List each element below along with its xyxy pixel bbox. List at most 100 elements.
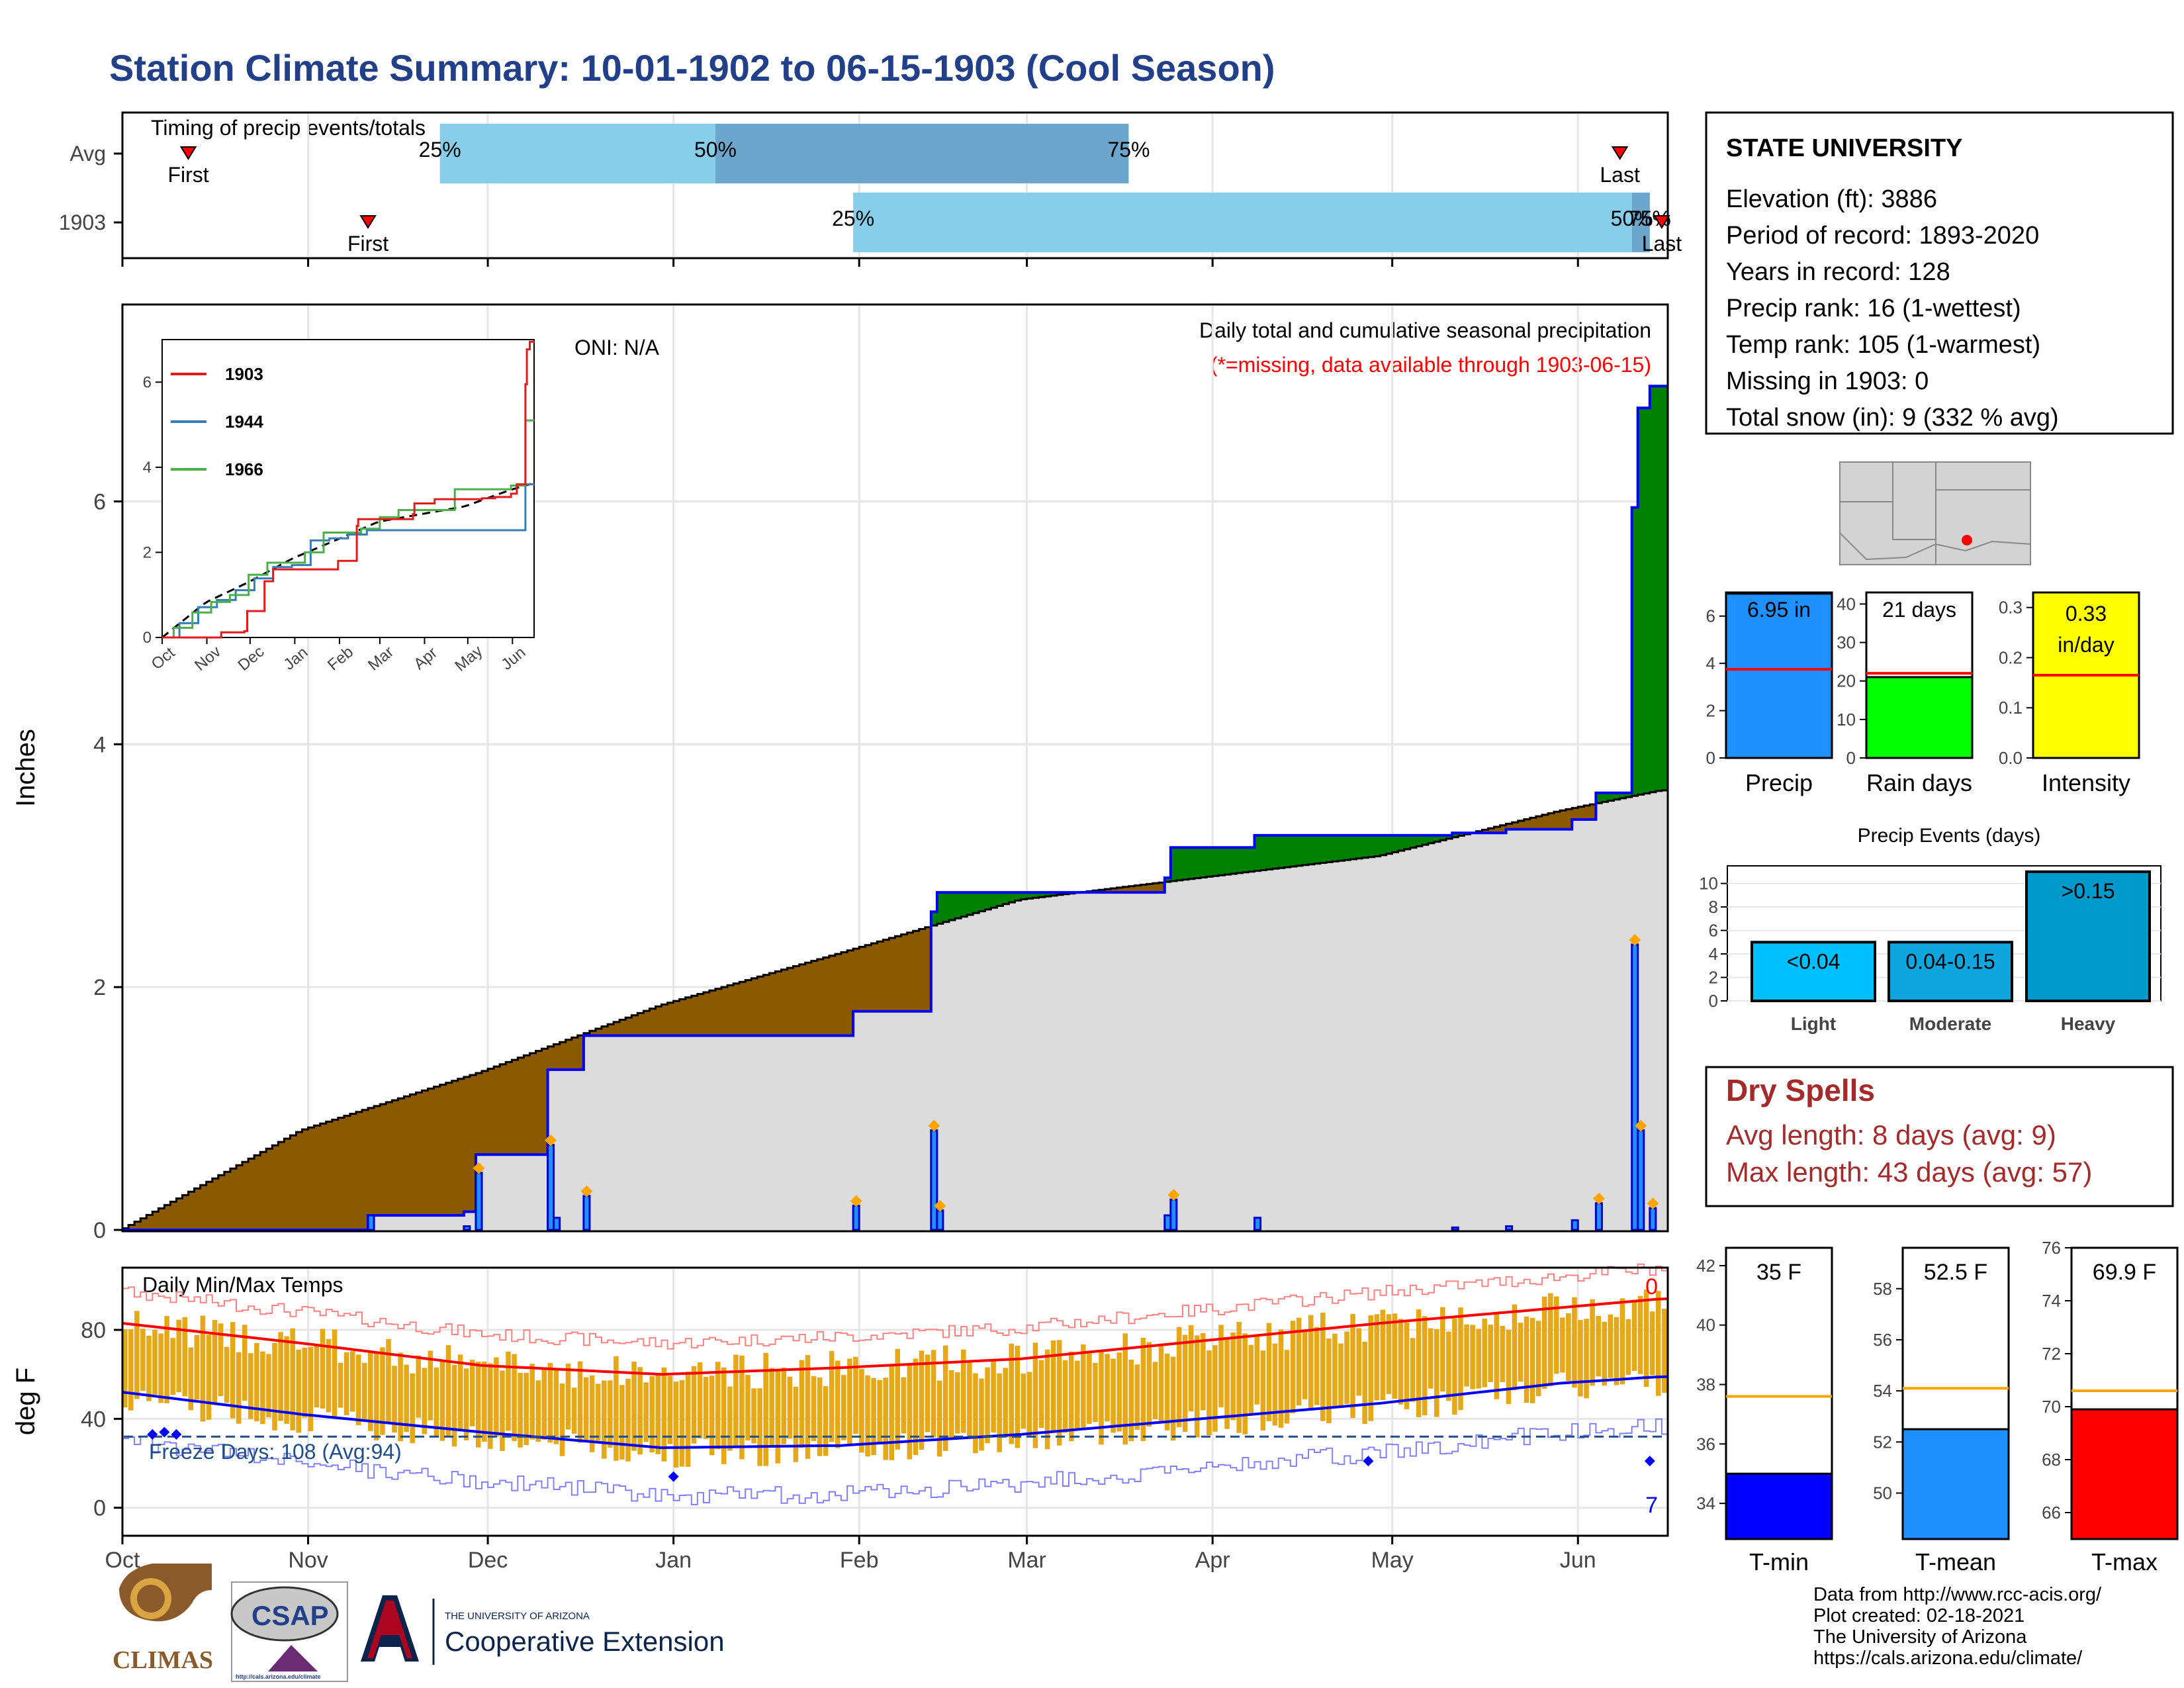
daily-temp-range-bar [559, 1383, 565, 1456]
overlap-area [386, 1215, 392, 1230]
daily-temp-range-bar [811, 1376, 817, 1441]
daily-temp-range-bar [1566, 1313, 1571, 1382]
daily-temp-range-bar [272, 1342, 277, 1430]
daily-temp-range-bar [1134, 1364, 1140, 1430]
daily-temp-range-bar [1625, 1319, 1631, 1376]
overlap-area [451, 1215, 459, 1230]
overlap-area [1152, 892, 1160, 1230]
daily-temp-range-bar [362, 1362, 367, 1420]
overlap-area [649, 1035, 657, 1230]
deficit-area [829, 955, 836, 1036]
deficit-area [697, 994, 704, 1036]
daily-temp-range-bar [1380, 1309, 1386, 1400]
overlap-area [1242, 872, 1250, 1230]
daily-temp-range-bar [1404, 1322, 1410, 1409]
deficit-area [523, 1055, 531, 1155]
footer-data-source: Data from http://www.rcc-acis.org/ [1813, 1584, 2102, 1605]
daily-temp-range-bar [482, 1361, 487, 1442]
daily-temp-range-bar [164, 1315, 169, 1403]
smallbar-ytick-label: 0.2 [1999, 647, 2023, 667]
overlap-area [1655, 790, 1662, 1230]
overlap-area [416, 1215, 423, 1230]
overlap-area [973, 913, 979, 1230]
deficit-area [649, 1008, 657, 1036]
overlap-area [1524, 829, 1531, 1230]
deficit-area [565, 1039, 572, 1070]
deficit-area [254, 1155, 261, 1230]
daily-temp-range-bar [709, 1376, 715, 1456]
daily-temp-range-bar [1524, 1316, 1529, 1403]
overlap-area [1290, 867, 1297, 1230]
overlap-area [1446, 839, 1453, 1230]
tempbar-ytick-label: 70 [2042, 1397, 2061, 1417]
daily-temp-range-bar [410, 1373, 415, 1444]
deficit-area [901, 934, 908, 1011]
daily-temp-range-bar [1482, 1318, 1487, 1387]
overlap-area [901, 1011, 908, 1230]
deficit-area [506, 1062, 512, 1155]
surplus-area [1619, 792, 1627, 798]
deficit-area [1146, 884, 1154, 893]
deficit-area [380, 1103, 387, 1215]
daily-temp-range-bar [1254, 1336, 1260, 1405]
daily-temp-range-bar [739, 1355, 745, 1460]
overlap-area [1026, 898, 1034, 1230]
deficit-area [847, 950, 854, 1036]
station-period: Period of record: 1893-2020 [1726, 222, 2039, 250]
deficit-area [631, 1015, 638, 1036]
daily-temp-range-bar [266, 1354, 271, 1418]
tempbar-ytick-label: 76 [2042, 1238, 2061, 1258]
surplus-area [997, 892, 1004, 906]
surplus-area [1188, 847, 1195, 879]
daily-temp-range-bar [1308, 1315, 1314, 1409]
record-low-marker [668, 1471, 679, 1482]
daily-temp-range-bar [386, 1338, 391, 1425]
overlap-area [1560, 829, 1567, 1230]
overlap-area [1134, 892, 1142, 1230]
daily-temp-range-bar [278, 1332, 283, 1421]
daily-temp-range-bar [416, 1355, 422, 1418]
overlap-area [799, 1035, 806, 1230]
inset-ytick-label-6: 6 [143, 373, 152, 391]
overlap-area [1476, 833, 1483, 1230]
daily-precip-bar [852, 1204, 860, 1231]
deficit-area [1116, 887, 1124, 893]
daily-temp-range-bar [757, 1388, 762, 1466]
daily-temp-range-bar [1164, 1353, 1170, 1430]
overlap-area [1206, 876, 1213, 1230]
smallbar-ytick-label: 6 [1706, 606, 1715, 626]
deficit-area [673, 1001, 680, 1036]
deficit-area [577, 1035, 584, 1070]
surplus-area [1350, 835, 1357, 860]
dry-spells-box: Dry Spells Avg length: 8 days (avg: 9) M… [1705, 1066, 2174, 1207]
timing-1903-q25-q50-bar [853, 193, 1632, 252]
daily-temp-range-bar [973, 1373, 978, 1454]
daily-temp-range-bar [829, 1350, 835, 1442]
events-ytick-label: 6 [1709, 921, 1718, 941]
deficit-area [1111, 888, 1117, 893]
daily-temp-range-bar [1116, 1352, 1122, 1432]
timing-avg-q25-q50-bar [439, 124, 715, 183]
overlap-area [595, 1035, 602, 1230]
dry-spells-frame [1705, 1066, 2174, 1207]
surplus-area [1242, 847, 1250, 872]
station-info-frame [1705, 111, 2174, 435]
daily-temp-range-bar [349, 1351, 355, 1412]
daily-temp-range-bar [1128, 1359, 1134, 1442]
overlap-area [1068, 893, 1075, 1230]
surplus-area [1170, 847, 1177, 882]
overlap-area [865, 1011, 872, 1230]
smallbar-value-label-Precip: 6.95 in [1747, 598, 1811, 622]
daily-temp-range-bar [697, 1362, 703, 1438]
overlap-area [805, 1035, 812, 1230]
overlap-area [1608, 800, 1615, 1230]
daily-temp-range-bar [1529, 1317, 1535, 1403]
overlap-area [1218, 875, 1225, 1230]
daily-temp-range-bar [1032, 1342, 1038, 1448]
smallbar-value-label-Rain days: 21 days [1882, 598, 1956, 622]
daily-temp-range-bar [799, 1360, 805, 1448]
overlap-area [1440, 840, 1447, 1230]
overlap-area [1470, 833, 1477, 1230]
tempbar-ytick-label: 72 [2042, 1344, 2061, 1364]
overlap-area [374, 1215, 381, 1230]
